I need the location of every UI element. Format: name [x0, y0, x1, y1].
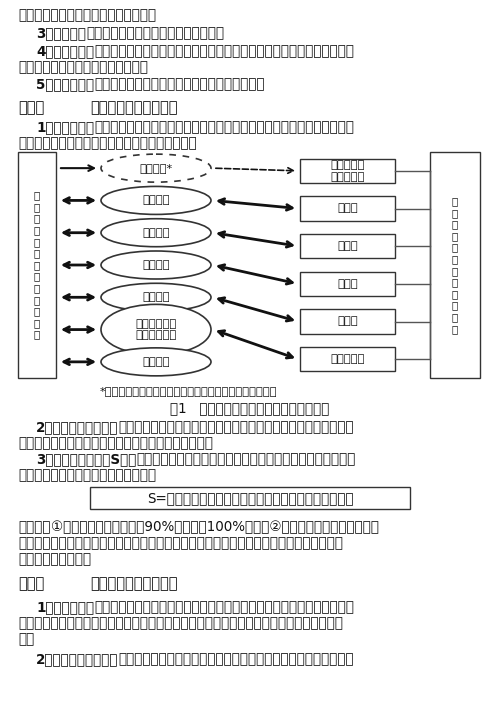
- Text: 专检收入*: 专检收入*: [140, 163, 172, 173]
- Text: 1、所属范围：: 1、所属范围：: [36, 600, 94, 614]
- Ellipse shape: [101, 154, 211, 182]
- Text: （二）: （二）: [18, 100, 44, 115]
- Text: 1、所属范围：: 1、所属范围：: [36, 120, 94, 134]
- Ellipse shape: [101, 304, 211, 355]
- Bar: [300, 309, 395, 333]
- Text: 科室及其隶属的专科门诊、急诊科、重症医学科。: 科室及其隶属的专科门诊、急诊科、重症医学科。: [18, 136, 197, 150]
- Text: 检查收入: 检查收入: [142, 260, 170, 270]
- Text: 3、工作效率收入（S）：: 3、工作效率收入（S）：: [36, 452, 136, 466]
- Text: 挂号费、床位费、取暖费、二次双向核算收入。: 挂号费、床位费、取暖费、二次双向核算收入。: [94, 77, 265, 91]
- Ellipse shape: [101, 186, 211, 215]
- Text: 【说明】: 【说明】: [18, 520, 50, 534]
- Bar: [300, 347, 395, 372]
- Text: 2、总收入（实数）：: 2、总收入（实数）：: [36, 420, 118, 434]
- Text: 图1   本钱效益核算科室收入双向核算关系: 图1 本钱效益核算科室收入双向核算关系: [170, 401, 330, 415]
- Text: 作为计量根底。其费用总和作为直接结算科室总收入。: 作为计量根底。其费用总和作为直接结算科室总收入。: [18, 436, 213, 450]
- Text: S=总收入－（药品费用＋体内植入物费用＋血品费用）: S=总收入－（药品费用＋体内植入物费用＋血品费用）: [146, 491, 354, 505]
- Text: 检验收入: 检验收入: [142, 228, 170, 238]
- Text: 3、材料费：: 3、材料费：: [36, 26, 86, 40]
- Text: 疗室或实验室诊疗费（专检收入）。: 疗室或实验室诊疗费（专检收入）。: [18, 60, 148, 74]
- Text: 专科诊疗室
专科实验室: 专科诊疗室 专科实验室: [330, 160, 364, 182]
- Bar: [430, 152, 480, 378]
- Text: 麻醉科: 麻醉科: [337, 316, 358, 326]
- Text: 药品收入: 药品收入: [142, 195, 170, 205]
- Text: 以每一门诊人次或住院人次在诊疗全过程中所发生的全部结算费用: 以每一门诊人次或住院人次在诊疗全过程中所发生的全部结算费用: [118, 420, 354, 434]
- Text: 科。: 科。: [18, 632, 34, 646]
- Text: 直
接
结
算
科
室
（
含
专
科
门
诊
）: 直 接 结 算 科 室 （ 含 专 科 门 诊 ）: [34, 190, 40, 340]
- Text: 重症医学科: 重症医学科: [330, 354, 364, 364]
- Bar: [18, 152, 56, 378]
- Text: 卫材消耗、物资消耗、体内植入物费。: 卫材消耗、物资消耗、体内植入物费。: [86, 26, 224, 40]
- Bar: [300, 272, 395, 296]
- Text: *备注：专科诊疗室或实验室本科室病人专检收入单向核算: *备注：专科诊疗室或实验室本科室病人专检收入单向核算: [100, 386, 278, 396]
- Bar: [300, 159, 395, 183]
- Text: 间接结算科室收入构成: 间接结算科室收入构成: [90, 576, 178, 591]
- Text: ①上式中药品费用门诊以90%、住院以100%计入；②体内植入物包括：各种支架: ①上式中药品费用门诊以90%、住院以100%计入；②体内植入物包括：各种支架: [50, 520, 378, 534]
- Ellipse shape: [101, 348, 211, 376]
- Text: 是指科室的有效收入，可作为住院次均费用（含药品费用）限: 是指科室的有效收入，可作为住院次均费用（含药品费用）限: [136, 452, 356, 466]
- Text: 检验科: 检验科: [337, 241, 358, 251]
- Text: 、导管、导丝、心脏起搏器、钛板、钛钉、自锁钢板、预骨锁、吻合器钉匣、人工假体、人: 、导管、导丝、心脏起搏器、钛板、钛钉、自锁钢板、预骨锁、吻合器钉匣、人工假体、人: [18, 536, 343, 550]
- Text: 以每一门诊或住院诊疗人次在间接结算科室诊疗过程中所发生的相: 以每一门诊或住院诊疗人次在间接结算科室诊疗过程中所发生的相: [118, 652, 354, 666]
- Text: 5、其它收入：: 5、其它收入：: [36, 77, 94, 91]
- Bar: [300, 196, 395, 221]
- Text: 手术费、麻醉费、按生费、急诊费等。: 手术费、麻醉费、按生费、急诊费等。: [18, 8, 156, 22]
- Text: 工晶体、各种补片。: 工晶体、各种补片。: [18, 552, 91, 566]
- Ellipse shape: [101, 283, 211, 312]
- Bar: [90, 487, 410, 509]
- Text: 检验费、检查费（放射、光机、、、、超声、电生理、病理等）、专科诊: 检验费、检查费（放射、光机、、、、超声、电生理、病理等）、专科诊: [94, 44, 354, 58]
- Text: 额依据，为科室本钱效益核算的根底。: 额依据，为科室本钱效益核算的根底。: [18, 468, 156, 482]
- Text: 诊疗收入: 诊疗收入: [142, 292, 170, 302]
- Text: 其它收入: 其它收入: [142, 357, 170, 367]
- Text: （三）: （三）: [18, 576, 44, 591]
- Text: 是指与患者直接发生医疗费用结算关系的本钱效益核算科室。包括：临床: 是指与患者直接发生医疗费用结算关系的本钱效益核算科室。包括：临床: [94, 120, 354, 134]
- Text: 检查科: 检查科: [337, 279, 358, 289]
- Bar: [300, 234, 395, 258]
- Text: 直接结算科室收入构成: 直接结算科室收入构成: [90, 100, 178, 115]
- Text: 是指与患者不直接发生医疗费用结算关系的本钱效益核算科室。包括：门: 是指与患者不直接发生医疗费用结算关系的本钱效益核算科室。包括：门: [94, 600, 354, 614]
- Ellipse shape: [101, 219, 211, 246]
- Text: 4、检查收入：: 4、检查收入：: [36, 44, 94, 58]
- Text: 2、总收入（虚数）：: 2、总收入（虚数）：: [36, 652, 118, 666]
- Text: 间
接
结
算
科
室
（
含
专
检
室
）: 间 接 结 算 科 室 （ 含 专 检 室 ）: [452, 196, 458, 333]
- Text: 诊部、麻醉科、药剂科、检验科、输血科、超声科、电生理科、影像中心、核医学科、病理: 诊部、麻醉科、药剂科、检验科、输血科、超声科、电生理科、影像中心、核医学科、病理: [18, 616, 343, 630]
- Ellipse shape: [101, 251, 211, 279]
- Text: 二次双向核算
关联效益收入: 二次双向核算 关联效益收入: [136, 319, 176, 341]
- Text: 药剂科: 药剂科: [337, 203, 358, 214]
